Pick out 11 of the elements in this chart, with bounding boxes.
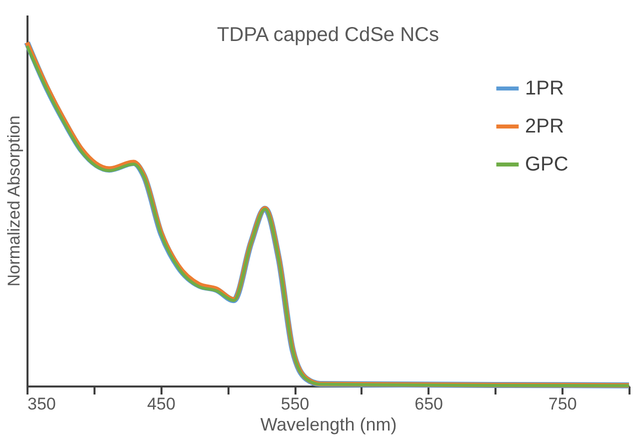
legend-label: 1PR bbox=[525, 78, 564, 100]
x-axis-title: Wavelength (nm) bbox=[260, 414, 397, 434]
y-axis-title: Normalized Absorption bbox=[4, 115, 24, 287]
legend-label: 2PR bbox=[525, 116, 564, 138]
chart-title: TDPA capped CdSe NCs bbox=[217, 24, 439, 46]
x-tick-label: 350 bbox=[28, 394, 56, 414]
x-tick-label: 650 bbox=[414, 394, 444, 414]
x-tick-label: 450 bbox=[147, 394, 176, 414]
legend-label: GPC bbox=[525, 154, 568, 176]
x-tick-label: 550 bbox=[280, 394, 310, 414]
x-tick-label: 750 bbox=[548, 394, 577, 414]
